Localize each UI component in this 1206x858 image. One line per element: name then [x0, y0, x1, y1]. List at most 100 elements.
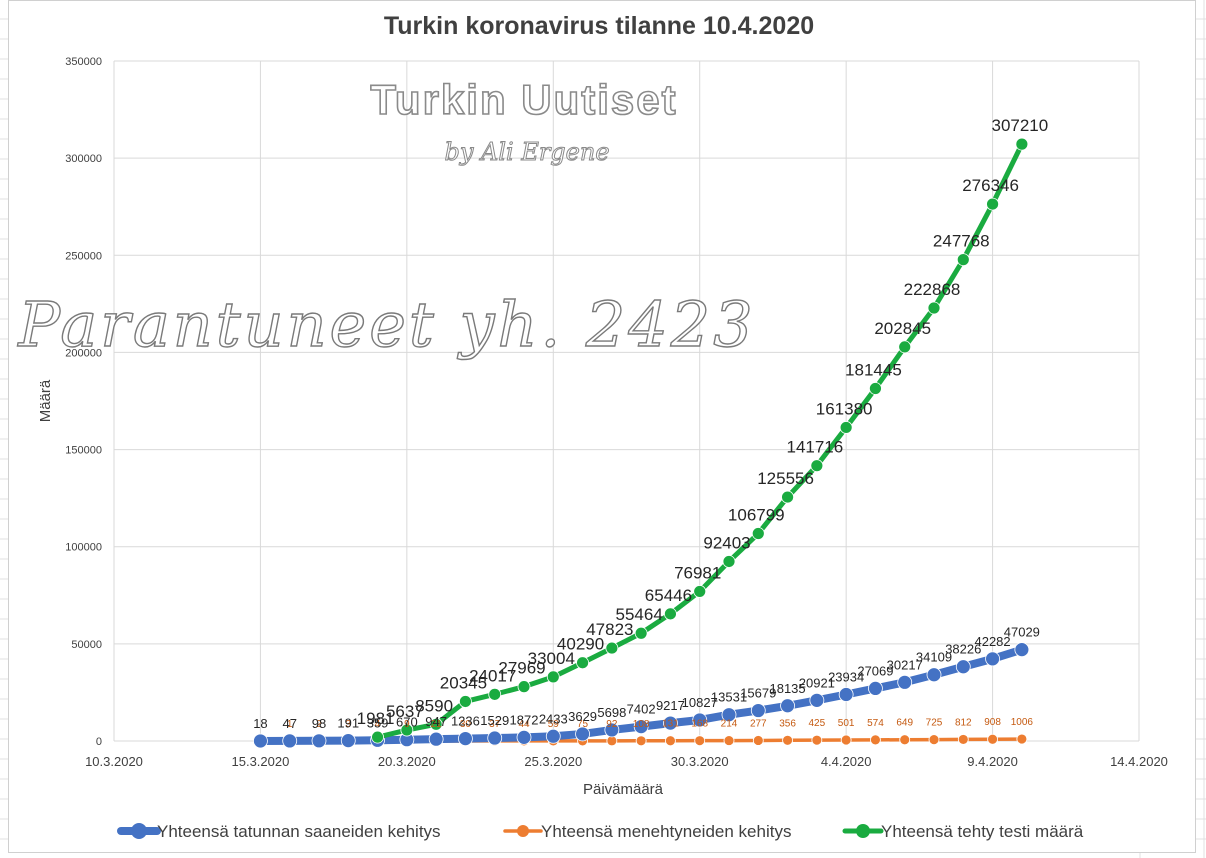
x-axis-label: Päivämäärä	[583, 781, 664, 798]
data-label-confirmed: 13531	[711, 690, 747, 705]
data-label-confirmed: 1872	[510, 712, 539, 727]
data-label-tests: 47823	[586, 620, 633, 639]
data-point-tests	[605, 641, 619, 655]
data-label-confirmed: 34109	[916, 650, 952, 665]
data-point-confirmed	[780, 698, 795, 714]
data-point-confirmed	[985, 651, 1000, 667]
data-label-deaths: 108	[633, 719, 650, 730]
legend-entry-confirmed[interactable]: Yhteensä tatunnan saaneiden kehitys	[157, 822, 441, 841]
data-label-confirmed: 7402	[627, 702, 656, 717]
data-point-deaths	[782, 734, 793, 746]
data-point-tests	[546, 670, 560, 684]
data-label-tests: 40290	[557, 635, 604, 654]
data-point-confirmed	[604, 722, 620, 738]
data-label-confirmed: 670	[396, 715, 418, 730]
data-point-deaths	[870, 734, 881, 746]
data-point-confirmed	[838, 687, 854, 702]
x-tick-label: 20.3.2020	[378, 754, 436, 769]
data-point-confirmed	[253, 733, 268, 749]
data-point-tests	[634, 626, 648, 640]
data-point-deaths	[635, 735, 647, 747]
data-point-confirmed	[575, 726, 590, 742]
data-label-tests: 76981	[674, 563, 721, 582]
y-tick-label: 100000	[65, 542, 102, 554]
data-point-tests	[459, 695, 472, 708]
data-label-tests: 65446	[645, 586, 692, 605]
data-point-deaths	[665, 735, 676, 747]
data-point-confirmed	[721, 707, 737, 723]
data-label-deaths: 9	[404, 719, 410, 730]
x-tick-label: 25.3.2020	[524, 754, 582, 769]
chart-frame[interactable]: 0 50000 100000 150000 200000 250000 300000 3500…	[8, 0, 1196, 853]
data-label-tests: 8590	[415, 696, 453, 715]
y-axis-ticks: 0 50000 100000 150000 200000 250000 300000 3500…	[65, 56, 102, 748]
data-label-confirmed: 18	[253, 716, 267, 731]
data-label-tests: 247768	[933, 232, 990, 251]
y-axis-label: Määrä	[37, 379, 54, 422]
data-point-deaths	[723, 735, 735, 746]
data-label-deaths: 908	[984, 717, 1001, 728]
data-label-tests: 307210	[991, 116, 1048, 135]
data-point-confirmed	[868, 681, 883, 696]
data-label-confirmed: 2433	[539, 711, 568, 726]
data-label-confirmed: 23934	[828, 669, 864, 684]
data-label-confirmed: 5698	[597, 705, 626, 720]
legend-marker-confirmed	[131, 823, 147, 839]
data-point-confirmed	[633, 719, 649, 735]
data-label-deaths: 425	[809, 718, 826, 729]
data-point-confirmed	[1014, 642, 1030, 658]
data-point-tests	[429, 717, 443, 731]
data-label-tests: 27969	[498, 659, 545, 678]
data-label-deaths: 168	[691, 719, 708, 730]
watermark-recovered-count: Parantuneet yh. 2423	[17, 288, 755, 361]
data-point-tests	[576, 656, 589, 670]
legend[interactable]: Yhteensä tatunnan saaneiden kehitys Yhtee…	[117, 822, 1084, 841]
data-label-confirmed: 38226	[945, 642, 981, 657]
data-point-confirmed	[955, 659, 971, 675]
data-label-confirmed: 15679	[740, 686, 776, 701]
data-label-deaths: 574	[867, 718, 884, 729]
data-label-tests: 5637	[386, 702, 424, 721]
data-label-deaths: 21	[431, 719, 443, 730]
data-point-tests	[371, 730, 384, 744]
data-point-tests	[664, 607, 677, 621]
y-tick-label: 250000	[65, 250, 102, 262]
series-lines	[253, 137, 1030, 749]
legend-entry-tests[interactable]: Yhteensä tehty testi määrä	[881, 822, 1084, 841]
data-point-confirmed	[311, 733, 327, 749]
data-point-tests	[986, 197, 999, 211]
data-point-confirmed	[897, 674, 913, 690]
data-point-confirmed	[692, 712, 708, 728]
data-label-tests: 181445	[845, 360, 902, 379]
data-point-confirmed	[750, 703, 766, 718]
data-label-tests: 24017	[469, 666, 516, 685]
line-chart: 0 50000 100000 150000 200000 250000 300000 3500…	[17, 12, 1168, 841]
legend-marker-tests	[856, 824, 870, 838]
data-label-deaths: 3	[346, 719, 352, 730]
data-label-tests: 161380	[816, 399, 873, 418]
data-label-deaths: 356	[779, 718, 796, 729]
y-tick-label: 0	[96, 736, 102, 748]
data-label-tests: 55464	[616, 605, 663, 624]
data-label-confirmed: 20921	[799, 675, 835, 690]
data-label-confirmed: 27069	[857, 663, 893, 678]
data-label-tests: 125556	[757, 469, 814, 488]
legend-entry-deaths[interactable]: Yhteensä menehtyneiden kehitys	[541, 822, 791, 841]
data-label-confirmed: 42282	[974, 634, 1010, 649]
data-label-deaths: 649	[896, 718, 913, 729]
data-label-tests: 33004	[528, 649, 575, 668]
data-point-tests	[781, 490, 794, 504]
data-label-deaths: 30	[460, 719, 472, 730]
data-label-deaths: 1006	[1011, 717, 1034, 728]
data-label-deaths: 44	[518, 719, 530, 730]
x-axis-ticks: 10.3.2020 15.3.2020 20.3.2020 25.3.2020 30.3…	[85, 754, 1168, 769]
data-point-confirmed	[428, 731, 444, 747]
data-point-confirmed	[282, 733, 298, 749]
data-point-confirmed	[926, 667, 942, 683]
data-label-confirmed: 98	[312, 716, 326, 731]
data-label-tests: 141716	[786, 438, 843, 457]
y-tick-label: 300000	[65, 153, 102, 165]
x-tick-label: 14.4.2020	[1110, 754, 1168, 769]
data-label-deaths: 75	[577, 719, 589, 730]
data-point-deaths	[840, 734, 852, 746]
